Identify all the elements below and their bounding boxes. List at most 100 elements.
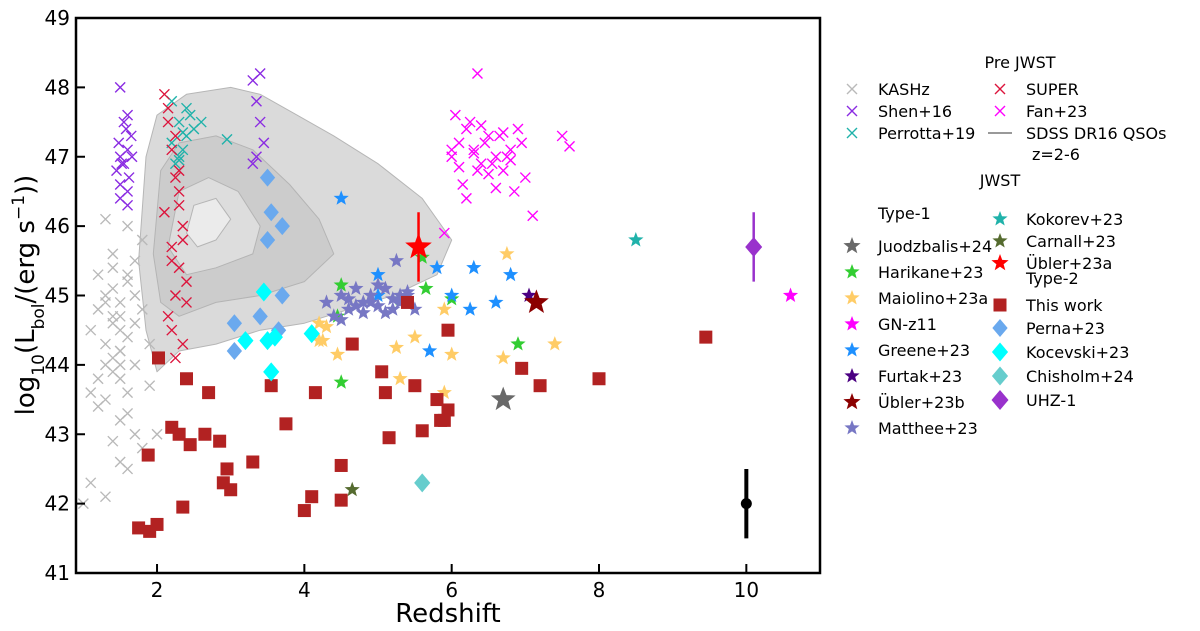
matthee-23-point (348, 297, 364, 313)
matthee-23-point (363, 294, 379, 309)
this-work-point (408, 379, 422, 393)
super-point (166, 324, 178, 336)
this-work-point (198, 427, 212, 441)
matthee-23-point (370, 297, 386, 313)
y-tick-label: 42 (45, 492, 70, 516)
shen-16-point (122, 109, 134, 121)
legend-bler-23b-label: Übler+23b (878, 393, 965, 412)
kashz-point (122, 463, 134, 475)
legend-type1-title: Type-1 (877, 204, 931, 223)
shen-16-point (125, 130, 137, 142)
harikane-23-point (333, 374, 349, 389)
legend-pre-jwst-title: Pre JWST (985, 53, 1056, 72)
fan-23-point (486, 158, 498, 170)
greene-23-point (462, 301, 478, 316)
legend-kashz-marker (846, 83, 858, 95)
matthee-23-point (355, 304, 371, 320)
legend-kocevski-23-label: Kocevski+23 (1026, 343, 1129, 362)
legend-harikane-23-marker (844, 264, 860, 279)
this-work-point (400, 295, 414, 309)
kashz-point (107, 435, 119, 447)
x-tick-label: 4 (298, 578, 311, 602)
legend-kocevski-23-marker (991, 342, 1009, 362)
kashz-point (144, 338, 156, 350)
perna-23-point (259, 168, 276, 187)
carnall-23-point (344, 481, 360, 497)
maiolino-23a-point (329, 346, 346, 361)
this-work-point (202, 386, 216, 400)
y-tick-label: 48 (45, 75, 70, 99)
legend-perna-23-marker (992, 319, 1008, 337)
legend-shen-16-marker (846, 105, 858, 117)
super-point (162, 102, 174, 114)
greene-23-point (488, 294, 504, 309)
fan-23-point (453, 161, 465, 173)
kokorev-23-point (628, 232, 644, 247)
fan-23-point (505, 144, 517, 156)
shen-16-point (118, 116, 130, 128)
harikane-23-point (510, 336, 526, 351)
kashz-point (92, 269, 104, 281)
kashz-point (107, 310, 119, 322)
legend-greene-23-marker (844, 342, 860, 357)
legend-fan-23-label: Fan+23 (1026, 102, 1087, 121)
kocevski-23-point (255, 282, 272, 302)
y-tick-label: 44 (45, 353, 70, 377)
matthee-23-point (385, 291, 401, 306)
legend-greene-23-label: Greene+23 (878, 341, 970, 360)
kashz-point (114, 359, 126, 371)
fan-23-point (490, 151, 502, 163)
fan-23-point (471, 68, 483, 79)
this-work-point (382, 431, 396, 445)
kashz-point (129, 428, 141, 440)
maiolino-23a-point (318, 318, 335, 334)
this-work-point (152, 351, 166, 365)
uhz-1-point (745, 236, 763, 257)
this-work-point (334, 458, 348, 472)
juodzbalis-24-point (490, 386, 516, 411)
kashz-point (114, 345, 126, 357)
legend-matthee-23-label: Matthee+23 (878, 419, 978, 438)
this-work-point (415, 424, 429, 438)
kashz-point (85, 324, 97, 336)
fan-23-point (556, 130, 568, 142)
this-work-point (220, 462, 234, 476)
legend-carnall-23-marker (992, 233, 1008, 248)
super-point (173, 199, 185, 211)
perrotta-19-point (184, 109, 196, 121)
fan-23-point (527, 210, 539, 222)
this-work-point (441, 323, 455, 337)
matthee-23-point (388, 252, 404, 268)
greene-23-point (422, 343, 438, 358)
x-tick-label: 8 (593, 578, 606, 602)
legend-uhz-1-marker (991, 390, 1009, 410)
maiolino-23a-point (311, 315, 327, 330)
this-work-point (179, 372, 193, 386)
furtak-23-point (521, 287, 537, 302)
this-work-point (172, 427, 186, 441)
legend-furtak-23-label: Furtak+23 (878, 367, 962, 386)
kashz-point (122, 220, 134, 232)
maiolino-23a-point (436, 301, 452, 316)
legend-gn-z11-marker (844, 316, 860, 331)
kocevski-23-point (237, 331, 254, 351)
perna-23-point (274, 286, 290, 305)
y-tick-label: 46 (45, 214, 70, 238)
super-point (181, 276, 192, 288)
maiolino-23a-point (392, 370, 408, 386)
this-work-point (141, 448, 155, 462)
perrotta-19-point (177, 144, 189, 156)
matthee-23-point (355, 294, 371, 309)
legend-perrotta-19-marker (846, 127, 858, 139)
y-tick-label: 49 (45, 6, 70, 30)
fan-23-point (446, 144, 458, 156)
shen-16-point (114, 81, 126, 93)
fan-23-point (564, 140, 576, 152)
typical-error-point (740, 498, 752, 510)
maiolino-23a-point (495, 349, 511, 365)
this-work-point (308, 386, 322, 400)
kashz-point (114, 373, 126, 385)
y-tick-label: 41 (45, 561, 70, 585)
fan-23-point (475, 120, 487, 132)
